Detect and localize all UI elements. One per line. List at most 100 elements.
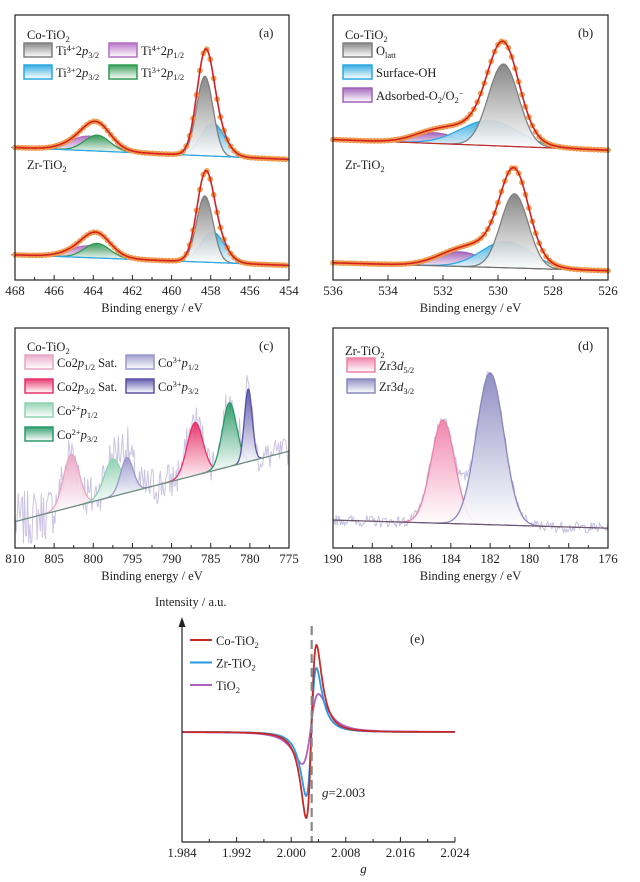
label-part: 3/2 bbox=[403, 386, 414, 396]
peak-fill-c2_12 bbox=[78, 459, 148, 506]
x-tick-label: 775 bbox=[279, 551, 299, 566]
series-line-2 bbox=[182, 693, 455, 765]
series-line-0 bbox=[182, 643, 455, 819]
label-part: Zr3 bbox=[379, 380, 397, 394]
legend-swatch bbox=[24, 426, 54, 442]
label-part: 1/2 bbox=[173, 72, 184, 82]
label-part: O bbox=[376, 44, 385, 58]
label-part: 4+ bbox=[67, 43, 76, 53]
x-tick-label: 176 bbox=[598, 551, 618, 566]
label-part: Co bbox=[57, 428, 72, 442]
peak-fill-c3_32 bbox=[232, 389, 264, 466]
label-part: 1/2 bbox=[84, 362, 95, 372]
label-part: Co bbox=[158, 356, 173, 370]
x-tick-label: 790 bbox=[162, 551, 182, 566]
label-part: Co-TiO bbox=[27, 340, 65, 354]
label-part: 5/2 bbox=[403, 365, 414, 375]
panel-label: (c) bbox=[259, 338, 273, 353]
legend-label: Ti3+2p3/2 bbox=[56, 65, 99, 81]
label-part: p bbox=[81, 44, 88, 58]
panel-label: (b) bbox=[578, 25, 593, 40]
peak-fill-olatt bbox=[443, 64, 564, 149]
x-tick-label: 182 bbox=[480, 551, 500, 566]
legend-swatch bbox=[125, 378, 155, 394]
x-axis-label: g bbox=[360, 861, 367, 876]
label-part: Co2 bbox=[57, 380, 78, 394]
x-tick-label: 190 bbox=[323, 551, 343, 566]
fit-envelope-line bbox=[15, 47, 289, 161]
legend-label: Co2+p1/2 bbox=[57, 403, 98, 419]
legend-label: Adsorbed-O2/O2− bbox=[376, 88, 464, 104]
peak-fill-s32 bbox=[163, 422, 227, 484]
g-value-annotation: g=2.003 bbox=[322, 785, 365, 800]
label-part: p bbox=[166, 66, 173, 80]
legend-label: Co2+p3/2 bbox=[57, 427, 98, 443]
legend-label: Co2p1/2 Sat. bbox=[57, 356, 117, 372]
label-part: 3/2 bbox=[87, 434, 98, 444]
label-part: Ti bbox=[141, 66, 152, 80]
legend-swatch bbox=[23, 64, 53, 80]
label-part: 2 bbox=[236, 685, 240, 695]
label-part: 2 bbox=[161, 66, 167, 80]
label-part: p bbox=[166, 44, 173, 58]
label-part: 3/2 bbox=[84, 386, 95, 396]
label-part: p bbox=[181, 380, 188, 394]
label-part: 2 bbox=[161, 44, 167, 58]
label-part: 4+ bbox=[152, 43, 161, 53]
x-tick-label: 800 bbox=[84, 551, 104, 566]
y-axis-arrow-icon bbox=[178, 617, 186, 627]
x-tick-label: 1.992 bbox=[222, 845, 251, 860]
legend-swatch bbox=[342, 42, 373, 58]
x-axis-label: Binding energy / eV bbox=[101, 301, 203, 315]
label-part: 2 bbox=[380, 164, 384, 174]
legend-swatch bbox=[346, 378, 376, 394]
peak-fill-c3_12 bbox=[101, 457, 152, 500]
panel-e: 1.984 1.992 2.000 2.008 2.016 2.024 g Intensity… bbox=[155, 595, 470, 876]
label-part: Co-TiO bbox=[216, 634, 254, 648]
label-part: 2 bbox=[65, 34, 69, 44]
x-tick-label: 785 bbox=[201, 551, 221, 566]
legend-label: Olatt bbox=[376, 44, 397, 60]
label-part: Ti bbox=[141, 44, 152, 58]
label-part: 2 bbox=[380, 350, 384, 360]
label-part: p bbox=[77, 356, 84, 370]
legend-label: Co3+p1/2 bbox=[158, 355, 199, 371]
label-part: 2 bbox=[438, 95, 442, 105]
peak-fill-olatt bbox=[459, 193, 570, 270]
label-part: Adsorbed-O bbox=[376, 89, 438, 103]
legend-swatch bbox=[342, 64, 373, 80]
x-tick-label: 532 bbox=[433, 283, 453, 298]
label-part: − bbox=[459, 88, 464, 98]
legend-swatch bbox=[125, 354, 155, 370]
x-tick-label: 454 bbox=[279, 283, 299, 298]
label-part: 2 bbox=[65, 346, 69, 356]
label-part: Ti bbox=[56, 44, 67, 58]
label-part: p bbox=[77, 380, 84, 394]
label-part: Zr-TiO bbox=[216, 657, 251, 671]
label-part: 3/2 bbox=[88, 50, 99, 60]
label-part: p bbox=[181, 356, 188, 370]
peak-curve-olatt bbox=[459, 193, 570, 271]
legend-label: Surface-OH bbox=[376, 66, 436, 80]
legend-swatch bbox=[342, 87, 373, 103]
x-tick-label: 178 bbox=[559, 551, 579, 566]
label-part: Co2 bbox=[57, 356, 78, 370]
peak-curve-olatt bbox=[443, 63, 564, 150]
legend-swatch bbox=[24, 402, 54, 418]
label-part: TiO bbox=[216, 679, 236, 693]
legend-label: Ti4+2p3/2 bbox=[56, 43, 99, 59]
label-part: 3+ bbox=[152, 65, 161, 75]
peak-fill-ti3_12 bbox=[46, 135, 149, 154]
panel-label: (e) bbox=[410, 631, 424, 646]
label-part: 3+ bbox=[67, 65, 76, 75]
x-tick-label: 526 bbox=[598, 283, 618, 298]
legend-label: Zr3d5/2 bbox=[379, 359, 414, 375]
label-part: 1/2 bbox=[188, 362, 199, 372]
label-part: d bbox=[397, 359, 404, 373]
peak-curve-c3_12 bbox=[101, 456, 153, 500]
label-part: 2 bbox=[62, 164, 66, 174]
label-part: Ti bbox=[56, 66, 67, 80]
